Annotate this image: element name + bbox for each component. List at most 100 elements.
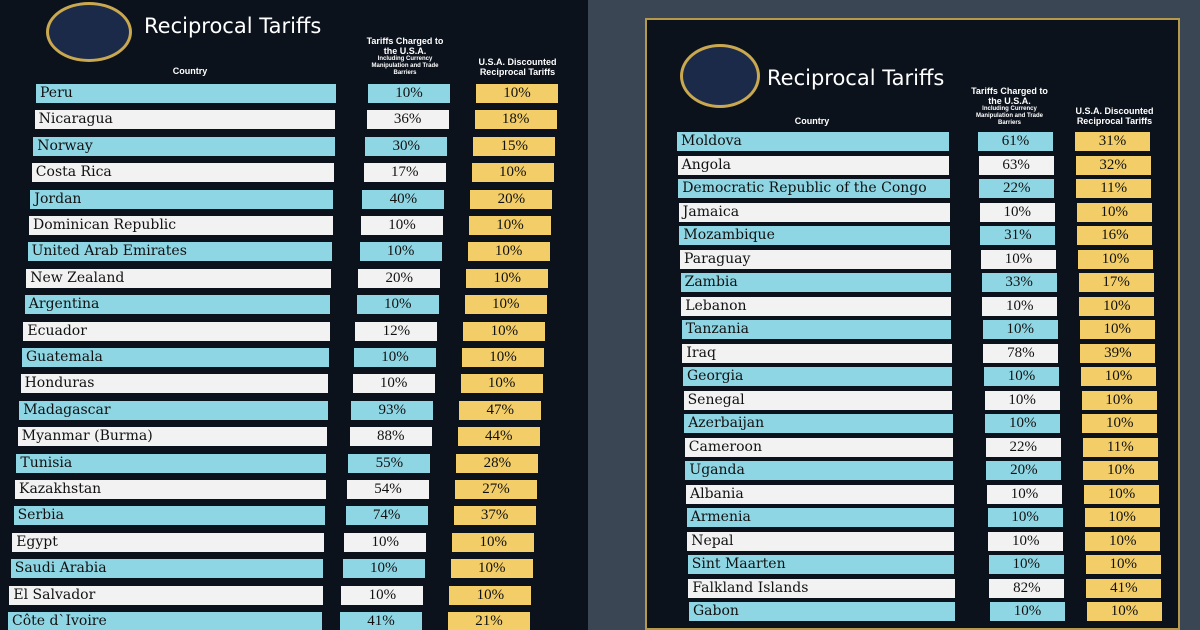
charged-cell: 93% bbox=[351, 400, 434, 420]
charged-cell: 10% bbox=[988, 531, 1064, 551]
charged-cell: 20% bbox=[986, 461, 1062, 480]
charged-cell: 10% bbox=[979, 202, 1055, 222]
discounted-cell: 10% bbox=[1082, 414, 1158, 433]
country-cell: Saudi Arabia bbox=[10, 559, 324, 579]
charged-cell: 10% bbox=[987, 508, 1063, 527]
country-cell: Honduras bbox=[20, 374, 329, 394]
column-header: Country bbox=[172, 66, 208, 76]
discounted-cell: 10% bbox=[1087, 602, 1162, 621]
charged-cell: 10% bbox=[361, 216, 443, 235]
country-cell: Côte d`Ivoire bbox=[8, 612, 322, 630]
charged-cell: 10% bbox=[981, 249, 1056, 269]
country-cell: United Arab Emirates bbox=[27, 242, 332, 262]
country-cell: Mozambique bbox=[679, 226, 951, 245]
country-cell: Tunisia bbox=[16, 453, 327, 473]
column-header: Country bbox=[794, 116, 830, 126]
country-cell: Uganda bbox=[685, 461, 954, 480]
country-cell: Zambia bbox=[680, 273, 951, 292]
country-cell: Ecuador bbox=[23, 321, 330, 341]
discounted-cell: 15% bbox=[473, 136, 556, 156]
country-cell: Gabon bbox=[689, 602, 955, 621]
discounted-cell: 10% bbox=[1076, 202, 1152, 222]
discounted-cell: 10% bbox=[463, 321, 546, 341]
charged-cell: 10% bbox=[359, 242, 442, 262]
country-cell: El Salvador bbox=[9, 585, 323, 605]
country-cell: Nicaragua bbox=[34, 110, 336, 130]
discounted-cell: 21% bbox=[448, 612, 530, 630]
country-cell: Jamaica bbox=[678, 202, 950, 222]
discounted-cell: 10% bbox=[460, 374, 543, 394]
board-title: Reciprocal Tariffs bbox=[767, 66, 945, 90]
country-cell: Norway bbox=[33, 136, 335, 156]
country-cell: Tanzania bbox=[681, 320, 952, 339]
discounted-cell: 20% bbox=[470, 189, 553, 209]
charged-cell: 63% bbox=[978, 155, 1054, 175]
charged-cell: 10% bbox=[987, 484, 1062, 504]
charged-cell: 10% bbox=[344, 532, 427, 552]
charged-cell: 10% bbox=[342, 559, 425, 579]
country-cell: Sint Maarten bbox=[687, 555, 955, 574]
discounted-cell: 10% bbox=[1079, 320, 1155, 339]
column-header: U.S.A. Discounted Reciprocal Tariffs bbox=[1075, 106, 1154, 126]
country-cell: Costa Rica bbox=[31, 163, 334, 183]
country-cell: Azerbaijan bbox=[684, 414, 953, 433]
charged-cell: 55% bbox=[348, 453, 431, 473]
country-cell: Democratic Republic of the Congo bbox=[678, 179, 950, 198]
discounted-cell: 10% bbox=[1085, 555, 1161, 574]
discounted-cell: 39% bbox=[1080, 343, 1156, 363]
country-cell: Egypt bbox=[12, 532, 325, 552]
charged-cell: 10% bbox=[985, 414, 1061, 433]
country-cell: Myanmar (Burma) bbox=[17, 427, 327, 447]
column-header: U.S.A. Discounted Reciprocal Tariffs bbox=[478, 57, 557, 77]
discounted-cell: 10% bbox=[1083, 461, 1159, 480]
discounted-cell: 10% bbox=[1081, 367, 1156, 386]
discounted-cell: 47% bbox=[459, 400, 542, 420]
discounted-cell: 18% bbox=[474, 110, 557, 130]
charged-cell: 78% bbox=[983, 343, 1059, 363]
country-cell: Falkland Islands bbox=[688, 578, 955, 598]
country-cell: Jordan bbox=[30, 189, 334, 209]
discounted-cell: 10% bbox=[471, 163, 554, 183]
country-cell: Peru bbox=[36, 84, 336, 103]
discounted-cell: 16% bbox=[1077, 226, 1153, 245]
discounted-cell: 10% bbox=[462, 348, 544, 367]
charged-cell: 61% bbox=[978, 132, 1053, 151]
discounted-cell: 10% bbox=[1079, 296, 1155, 316]
board: Reciprocal Tariffs Country Tariffs Charg… bbox=[0, 0, 588, 630]
header-text: Tariffs Charged to the U.S.A. bbox=[971, 86, 1048, 106]
country-cell: Georgia bbox=[683, 367, 952, 386]
charged-cell: 10% bbox=[988, 555, 1064, 574]
country-cell: Albania bbox=[686, 484, 954, 504]
country-cell: Angola bbox=[677, 155, 950, 175]
country-cell: New Zealand bbox=[26, 268, 332, 288]
discounted-cell: 10% bbox=[449, 585, 532, 605]
discounted-cell: 32% bbox=[1075, 155, 1151, 175]
discounted-cell: 10% bbox=[1084, 484, 1159, 504]
discounted-cell: 31% bbox=[1075, 132, 1150, 151]
discounted-cell: 27% bbox=[455, 480, 537, 499]
charged-cell: 40% bbox=[362, 189, 445, 209]
discounted-cell: 10% bbox=[469, 216, 551, 235]
header-text: Tariffs Charged to the U.S.A. bbox=[366, 36, 444, 56]
country-cell: Iraq bbox=[682, 343, 952, 363]
country-cell: Madagascar bbox=[19, 400, 328, 420]
charged-cell: 10% bbox=[984, 390, 1060, 410]
charged-cell: 17% bbox=[363, 163, 446, 183]
column-header: Tariffs Charged to the U.S.A. Including C… bbox=[967, 86, 1052, 127]
charged-cell: 88% bbox=[349, 427, 432, 447]
discounted-cell: 10% bbox=[452, 532, 535, 552]
country-cell: Senegal bbox=[683, 390, 953, 410]
discounted-cell: 44% bbox=[457, 427, 540, 447]
charged-cell: 41% bbox=[340, 612, 422, 630]
discounted-cell: 10% bbox=[466, 268, 549, 288]
seal bbox=[46, 2, 132, 62]
charged-cell: 74% bbox=[345, 506, 428, 526]
charged-cell: 12% bbox=[355, 321, 438, 341]
charged-cell: 54% bbox=[347, 480, 429, 499]
charged-cell: 10% bbox=[352, 374, 435, 394]
charged-cell: 10% bbox=[984, 367, 1059, 386]
discounted-cell: 10% bbox=[464, 295, 547, 315]
country-cell: Moldova bbox=[677, 132, 949, 151]
column-header: Tariffs Charged to the U.S.A. Including C… bbox=[360, 36, 450, 77]
